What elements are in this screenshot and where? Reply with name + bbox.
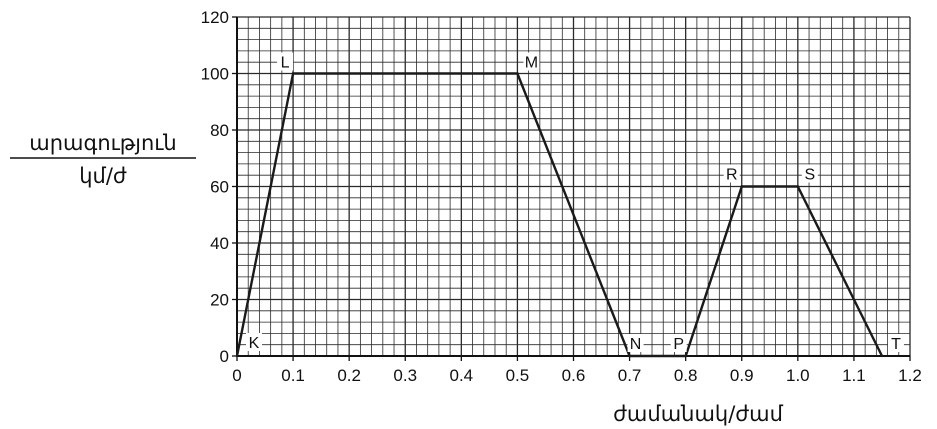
- x-tick-label: 0.4: [450, 366, 474, 385]
- y-axis-label-top: արագություն: [29, 131, 176, 155]
- point-label-background: [887, 334, 904, 352]
- y-tick-label: 80: [210, 121, 229, 140]
- x-tick-label: 0.7: [618, 366, 642, 385]
- y-axis-label-bottom: կմ/ժ: [79, 164, 127, 188]
- y-tick-label: 0: [220, 347, 229, 366]
- point-label-background: [523, 52, 540, 71]
- point-label-p: P: [673, 336, 684, 353]
- series-point: [740, 185, 743, 188]
- point-label-background: [246, 333, 262, 351]
- x-tick-label: 0: [232, 366, 241, 385]
- point-label-background: [627, 334, 644, 352]
- series-point: [796, 185, 800, 188]
- x-axis-label: ժամանակ/ժամ: [613, 402, 783, 426]
- y-tick-label: 120: [201, 8, 229, 27]
- point-label-l: L: [281, 55, 290, 72]
- axes: [232, 16, 911, 361]
- series-point: [291, 72, 295, 75]
- point-label-r: R: [726, 167, 738, 184]
- point-label-t: T: [891, 336, 901, 353]
- point-label-s: S: [804, 167, 815, 184]
- x-tick-label: 1.2: [898, 366, 922, 385]
- x-tick-label: 0.5: [506, 366, 530, 385]
- series-point: [516, 72, 519, 75]
- x-tick-label: 0.6: [562, 366, 586, 385]
- x-tick-label: 1.1: [842, 366, 866, 385]
- series-layer: [235, 72, 884, 358]
- point-labels: K L M N P R S T: [246, 52, 904, 353]
- speed-series-line: [235, 72, 884, 358]
- point-label-background: [723, 164, 740, 183]
- point-label-m: M: [525, 55, 538, 72]
- point-label-n: N: [630, 336, 642, 353]
- x-tick-label: 0.1: [281, 366, 305, 385]
- series-point: [880, 354, 884, 358]
- series-point: [684, 354, 687, 358]
- y-tick-label: 60: [210, 178, 229, 197]
- grid: [236, 16, 911, 357]
- point-label-k: K: [249, 335, 260, 352]
- x-tick-label: 0.9: [730, 366, 754, 385]
- point-label-background: [801, 164, 818, 183]
- y-tick-label: 20: [210, 291, 229, 310]
- series-point: [235, 354, 239, 358]
- y-tick-label: 40: [210, 234, 229, 253]
- tick-labels: 0 0.1 0.2 0.3 0.4 0.5 0.6 0.7 0.8 0.9 1.0 1.1 1.2 0 20…: [201, 8, 922, 385]
- series-point: [628, 354, 631, 358]
- x-tick-label: 0.8: [674, 366, 698, 385]
- point-label-background: [277, 52, 294, 71]
- x-tick-label: 1.0: [786, 366, 810, 385]
- x-tick-label: 0.2: [337, 366, 361, 385]
- point-label-background: [670, 334, 687, 352]
- y-tick-label: 100: [201, 65, 229, 84]
- x-tick-label: 0.3: [393, 366, 417, 385]
